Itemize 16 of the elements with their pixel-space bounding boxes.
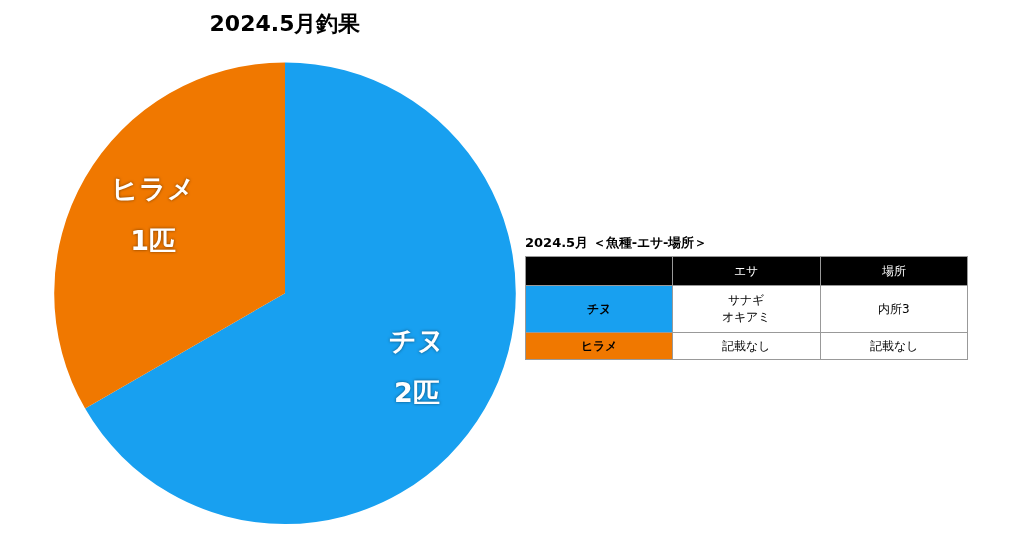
- text: 記載なし: [869, 338, 918, 353]
- category-label: 場所: [820, 256, 968, 286]
- text: オキアミ: [722, 310, 771, 324]
- data-label: 2匹: [394, 377, 440, 409]
- category-label: ヒラメ: [581, 338, 618, 353]
- category-label: エサ: [672, 256, 821, 286]
- text: 2024.5月 ＜魚種-エサ-場所＞: [525, 234, 709, 252]
- text: 記載なし: [722, 338, 771, 353]
- slice-label: チヌ: [388, 325, 445, 357]
- chart-title: 2024.5月釣果: [209, 10, 362, 36]
- data-label: 1匹: [130, 225, 176, 257]
- table-header: エサ 場所: [525, 256, 968, 286]
- category-label: チヌ: [587, 301, 612, 316]
- text: サナギ: [728, 293, 765, 307]
- text: 内所3: [878, 301, 910, 316]
- slice-label: ヒラメ: [111, 173, 196, 205]
